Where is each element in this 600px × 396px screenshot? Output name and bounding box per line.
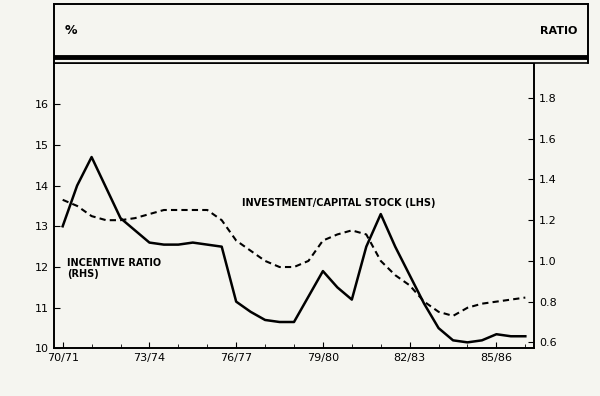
Text: INCENTIVE RATIO
(RHS): INCENTIVE RATIO (RHS) <box>67 258 161 279</box>
Text: INVESTMENT/CAPITAL STOCK (LHS): INVESTMENT/CAPITAL STOCK (LHS) <box>242 198 436 208</box>
Text: %: % <box>65 24 77 37</box>
FancyBboxPatch shape <box>54 4 588 63</box>
Text: RATIO: RATIO <box>540 26 577 36</box>
